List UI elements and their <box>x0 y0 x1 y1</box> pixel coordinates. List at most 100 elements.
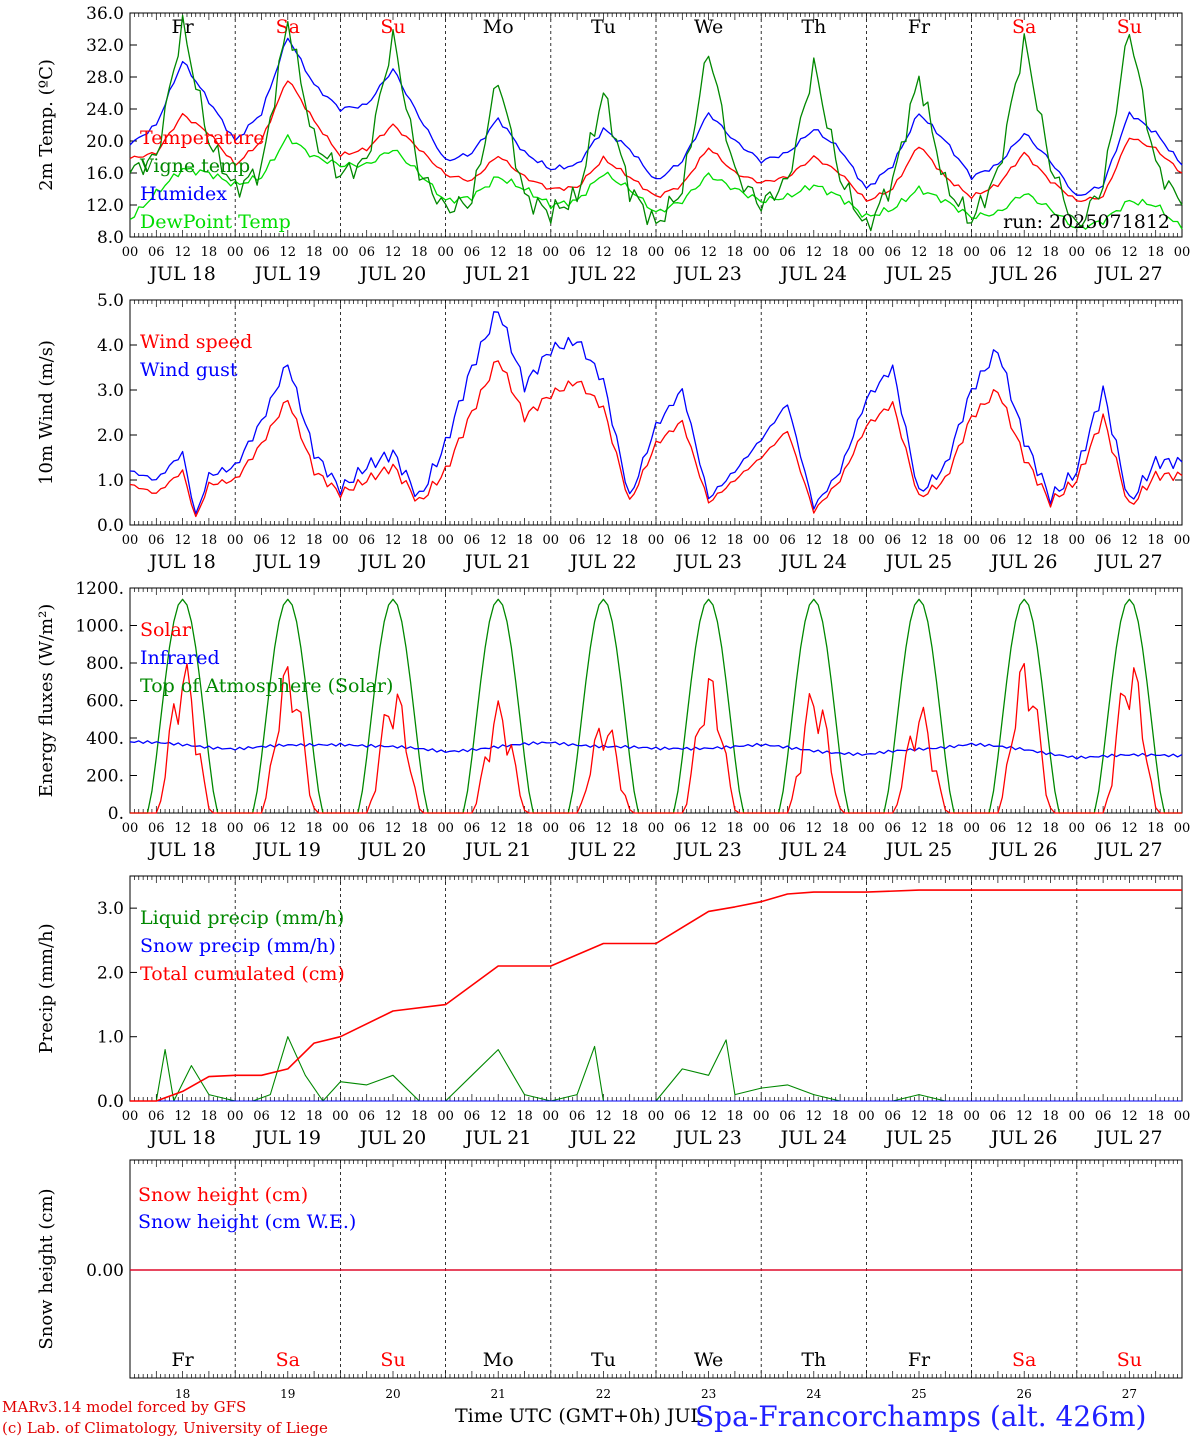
hour-tick-label: 18 <box>832 1109 849 1124</box>
date-label: JUL 22 <box>568 839 636 861</box>
hour-tick-label: 12 <box>700 533 717 548</box>
y-tick-label: 400. <box>86 729 124 749</box>
weekday-label: Sa <box>1012 1349 1036 1371</box>
date-label: JUL 26 <box>989 551 1057 573</box>
weekday-label: Su <box>380 1349 405 1371</box>
hour-tick-label: 06 <box>569 1109 586 1124</box>
y-tick-label: 12.0 <box>86 196 124 216</box>
series-vigne-temp <box>129 14 1183 232</box>
hour-tick-label: 12 <box>806 245 823 260</box>
hour-tick-label: 12 <box>1121 1109 1138 1124</box>
hour-tick-label: 12 <box>595 1109 612 1124</box>
hour-tick-label: 06 <box>358 533 375 548</box>
y-tick-label: 600. <box>86 692 124 712</box>
weekday-label: Su <box>380 16 405 38</box>
hour-tick-label: 06 <box>148 821 165 836</box>
date-label: JUL 19 <box>253 551 321 573</box>
hour-tick-label: 18 <box>201 821 218 836</box>
hour-tick-label: 00 <box>648 1109 665 1124</box>
hour-tick-label: 18 <box>411 245 428 260</box>
y-tick-label: 8.0 <box>97 228 124 248</box>
hour-tick-label: 06 <box>779 245 796 260</box>
hour-tick-label: 18 <box>832 245 849 260</box>
hour-tick-label: 18 <box>1042 1109 1059 1124</box>
hour-tick-label: 06 <box>253 821 270 836</box>
hour-tick-label: 00 <box>858 245 875 260</box>
hour-tick-label: 12 <box>280 533 297 548</box>
date-label: JUL 21 <box>463 551 531 573</box>
hour-tick-label: 18 <box>411 533 428 548</box>
hour-tick-label: 12 <box>1016 1109 1033 1124</box>
hour-tick-label: 06 <box>884 245 901 260</box>
date-label: JUL 27 <box>1094 1127 1162 1149</box>
y-axis-title: Snow height (cm) <box>36 1188 57 1349</box>
x-axis-title: Time UTC (GMT+0h) JUL <box>455 1405 703 1427</box>
day-number-label: 19 <box>280 1387 295 1401</box>
date-label: JUL 19 <box>253 1127 321 1149</box>
hour-tick-label: 06 <box>148 1109 165 1124</box>
date-label: JUL 20 <box>358 1127 426 1149</box>
panel-4: 0.0 1.0 2.0 3.0 Precip (mm/h) Liquid precip (… <box>36 875 1190 1149</box>
hour-tick-label: 06 <box>148 245 165 260</box>
hour-tick-label: 18 <box>937 245 954 260</box>
hour-tick-label: 18 <box>1147 245 1164 260</box>
hour-tick-label: 18 <box>306 245 323 260</box>
hour-tick-label: 06 <box>464 533 481 548</box>
panel-3: 0. 200. 400. 600. 800. 1000. 1200. Energy fluxe… <box>36 579 1190 861</box>
hour-tick-label: 00 <box>963 1109 980 1124</box>
hour-tick-label: 00 <box>1069 821 1086 836</box>
hour-tick-label: 00 <box>1069 533 1086 548</box>
hour-tick-label: 18 <box>1147 533 1164 548</box>
station-name: Spa-Francorchamps (alt. 426m) <box>695 1400 1147 1433</box>
date-label: JUL 22 <box>568 263 636 285</box>
hour-tick-label: 18 <box>1147 821 1164 836</box>
y-tick-label: 24.0 <box>86 100 124 120</box>
date-label: JUL 22 <box>568 551 636 573</box>
panel-1: 8.0 12.0 16.0 20.0 24.0 28.0 32.0 36.0 2m Temp. … <box>36 4 1190 285</box>
y-axis-title: 2m Temp. (ºC) <box>36 59 57 191</box>
hour-tick-label: 06 <box>464 821 481 836</box>
weekday-label: Su <box>1117 1349 1142 1371</box>
hour-tick-label: 12 <box>280 1109 297 1124</box>
weekday-label: Th <box>801 1349 826 1371</box>
day-number-label: 24 <box>806 1387 822 1401</box>
date-label: JUL 26 <box>989 839 1057 861</box>
weekday-label: Sa <box>1012 16 1036 38</box>
date-label: JUL 18 <box>147 263 215 285</box>
hour-tick-label: 12 <box>700 821 717 836</box>
hour-tick-label: 18 <box>621 245 638 260</box>
plot-frame <box>129 12 1183 238</box>
hour-tick-label: 06 <box>569 533 586 548</box>
y-tick-label: 1.0 <box>97 471 124 491</box>
hour-tick-label: 00 <box>332 821 349 836</box>
hour-tick-label: 00 <box>227 1109 244 1124</box>
hour-tick-label: 12 <box>385 1109 402 1124</box>
hour-tick-label: 00 <box>753 533 770 548</box>
hour-tick-label: 00 <box>437 1109 454 1124</box>
hour-tick-label: 00 <box>753 821 770 836</box>
hour-tick-label: 12 <box>911 533 928 548</box>
hour-tick-label: 12 <box>490 821 507 836</box>
day-number-label: 21 <box>491 1387 506 1401</box>
hour-tick-label: 12 <box>806 1109 823 1124</box>
hour-tick-label: 18 <box>201 245 218 260</box>
y-tick-label: 36.0 <box>86 4 124 24</box>
hour-tick-label: 12 <box>174 1109 191 1124</box>
hour-tick-label: 18 <box>516 821 533 836</box>
hour-tick-label: 00 <box>648 533 665 548</box>
hour-tick-label: 18 <box>937 1109 954 1124</box>
date-label: JUL 27 <box>1094 551 1162 573</box>
series-solar <box>130 662 1182 814</box>
hour-tick-label: 18 <box>411 821 428 836</box>
plot-frame <box>129 299 1183 526</box>
hour-tick-label: 00 <box>227 533 244 548</box>
date-label: JUL 20 <box>358 551 426 573</box>
weekday-label: Fr <box>908 1349 931 1371</box>
hour-tick-label: 18 <box>832 821 849 836</box>
hour-tick-label: 12 <box>1016 245 1033 260</box>
hour-tick-label: 00 <box>648 821 665 836</box>
hour-tick-label: 06 <box>464 245 481 260</box>
date-label: JUL 23 <box>673 263 741 285</box>
hour-tick-label: 18 <box>516 245 533 260</box>
hour-tick-label: 18 <box>306 533 323 548</box>
